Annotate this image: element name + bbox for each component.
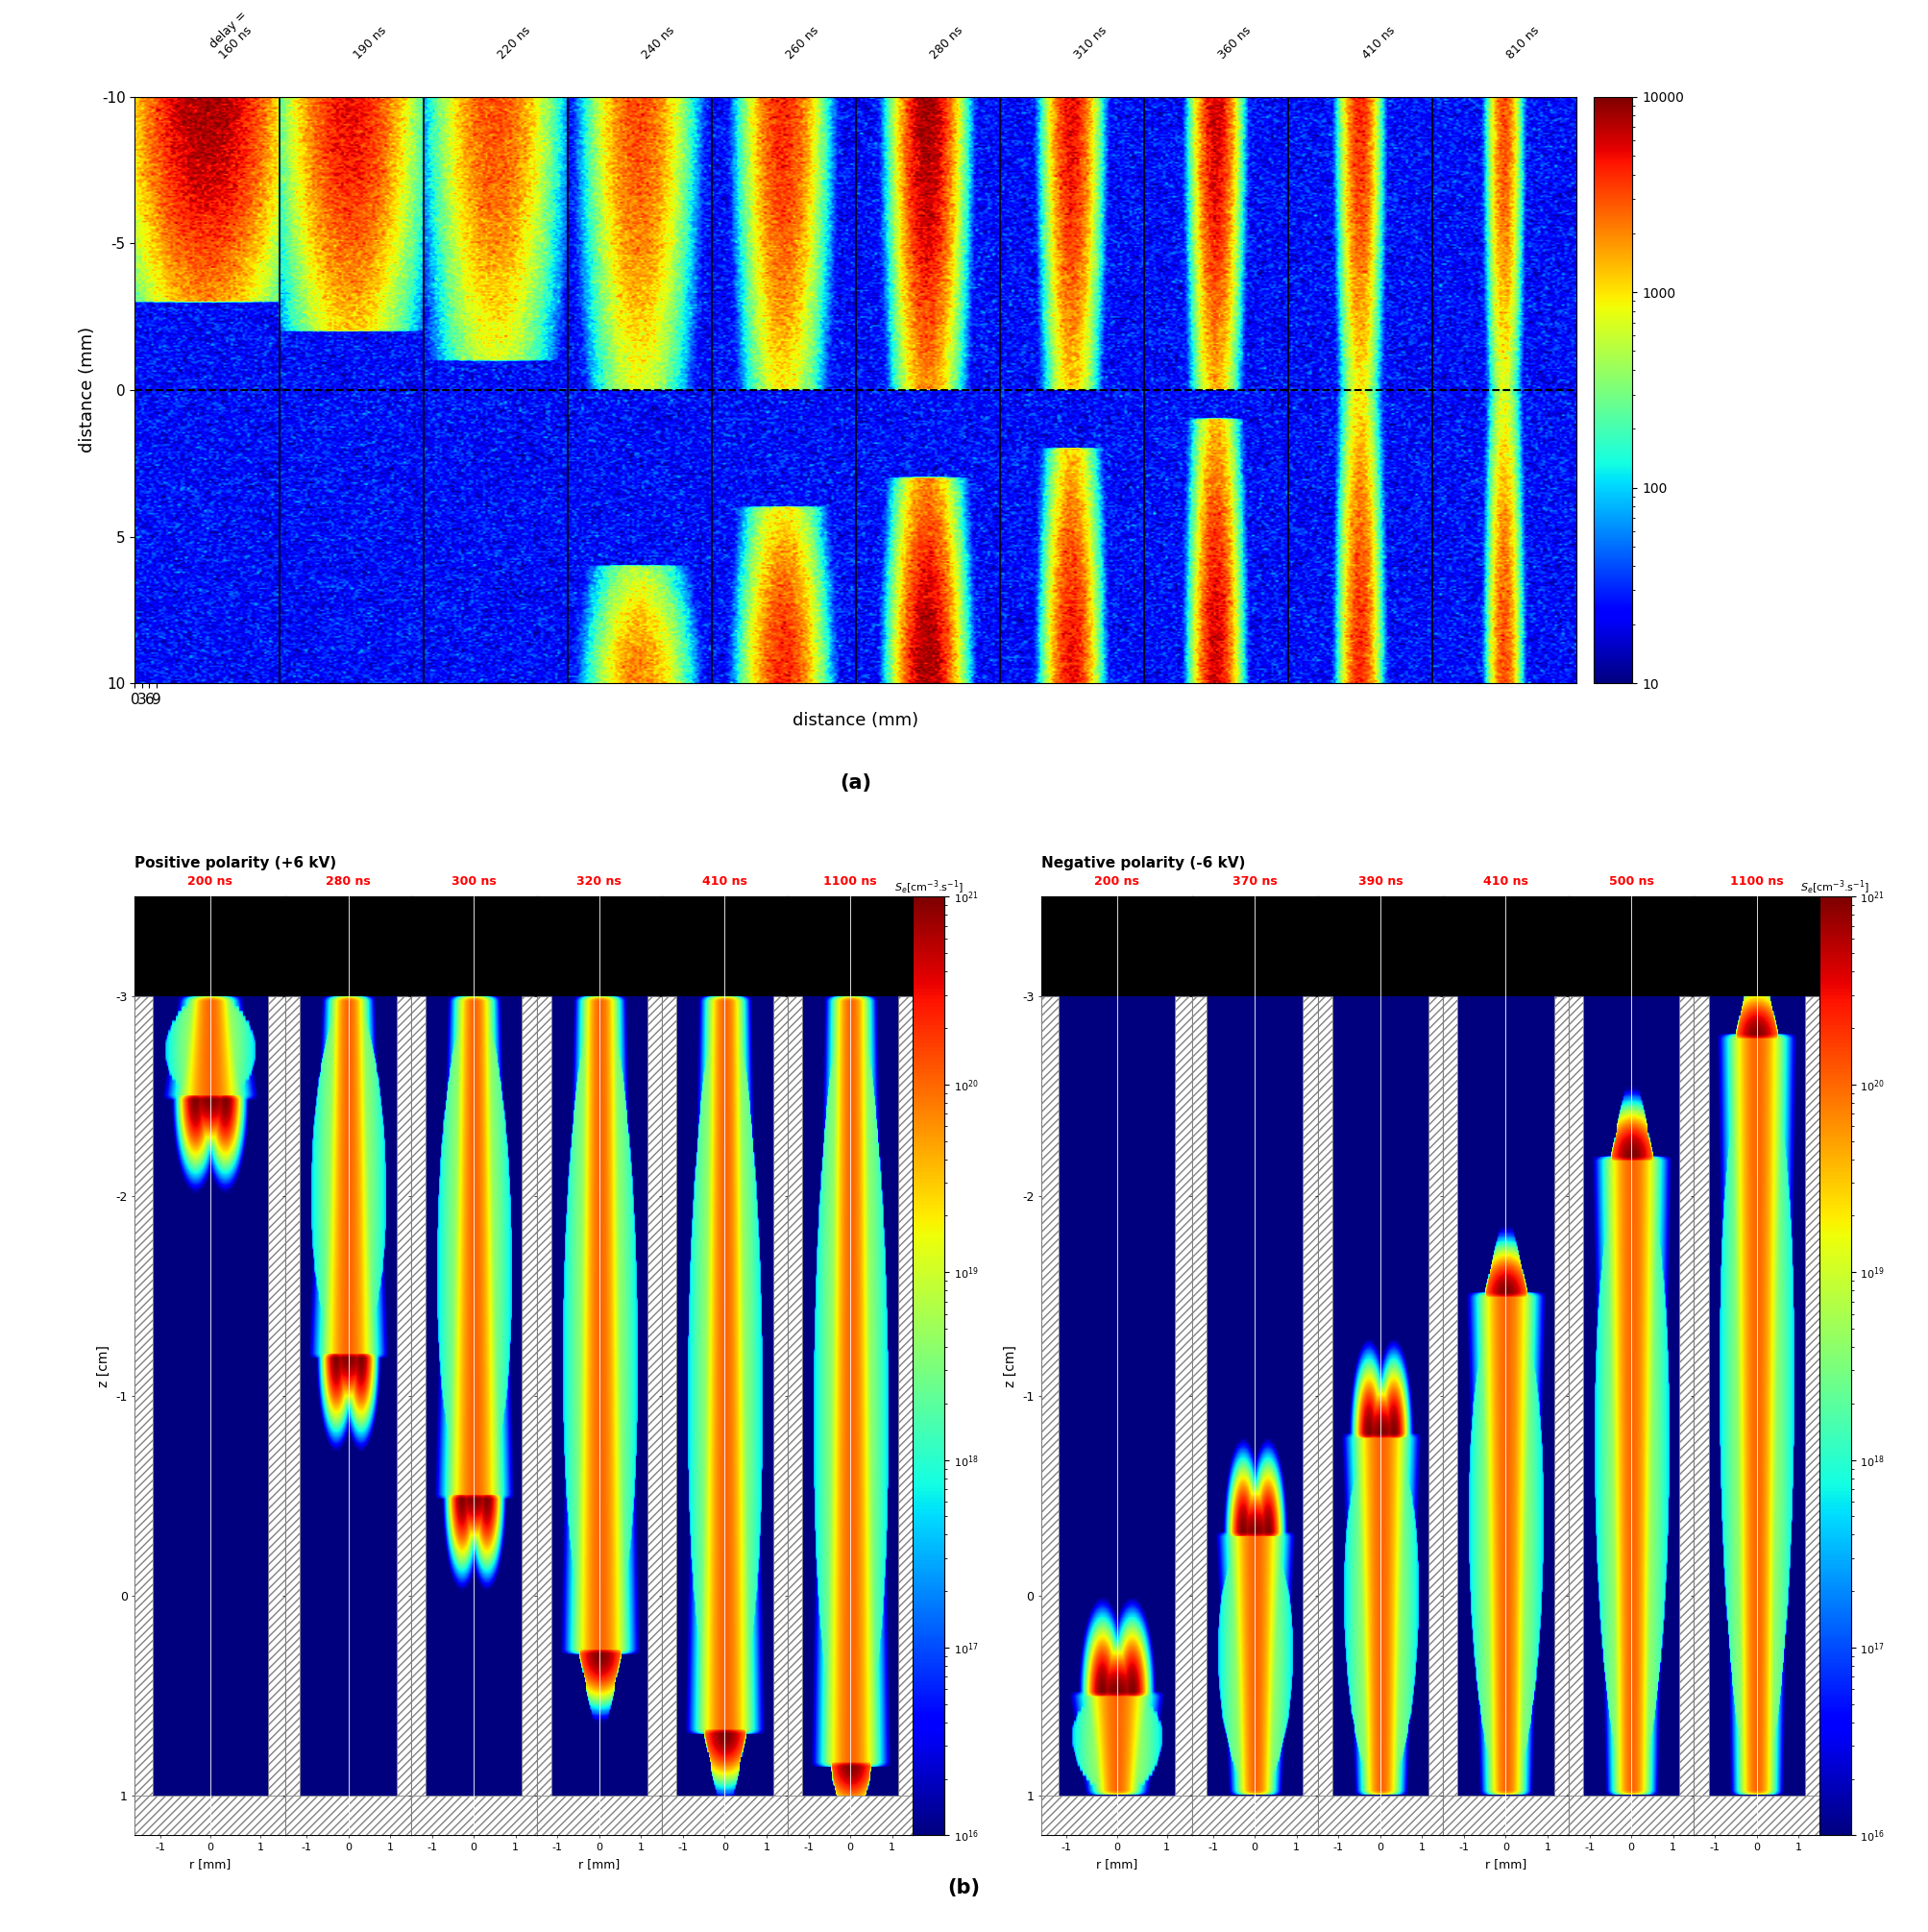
Bar [411,896,536,997]
Text: (a): (a) [841,773,871,792]
Bar [1695,896,1820,997]
Bar [1569,1795,1695,1835]
Bar [1442,1795,1569,1835]
Text: 280 ns: 280 ns [927,23,966,62]
X-axis label: r [mm]: r [mm] [1485,1859,1527,1870]
Text: 320 ns: 320 ns [576,875,621,887]
Text: 390 ns: 390 ns [1357,875,1404,887]
Text: 410 ns: 410 ns [1483,875,1529,887]
Text: 810 ns: 810 ns [1504,23,1542,62]
Text: 190 ns: 190 ns [351,23,389,62]
Bar [1317,1795,1442,1835]
Text: 280 ns: 280 ns [326,875,370,887]
Bar [411,1795,536,1835]
Bar [135,1795,285,1835]
Text: (b): (b) [949,1878,979,1897]
Bar [1192,997,1207,1795]
Bar [648,997,661,1795]
Title: $S_e$[cm$^{-3}$.s$^{-1}$]: $S_e$[cm$^{-3}$.s$^{-1}$] [1801,879,1870,896]
Text: Positive polarity (+6 kV): Positive polarity (+6 kV) [135,856,337,869]
X-axis label: distance (mm): distance (mm) [792,713,918,730]
Bar [661,1795,787,1835]
Bar [787,896,914,997]
Bar [285,997,301,1795]
Bar [1041,997,1058,1795]
Bar [1192,1795,1317,1835]
Text: 200 ns: 200 ns [187,875,233,887]
Text: 310 ns: 310 ns [1072,23,1109,62]
Bar [1429,997,1442,1795]
Bar [135,896,285,997]
Bar [1695,1795,1820,1835]
Bar [1041,1795,1192,1835]
Y-axis label: distance (mm): distance (mm) [79,327,96,452]
Y-axis label: z [cm]: z [cm] [96,1345,110,1387]
Bar [536,1795,661,1835]
Bar [1805,997,1820,1795]
X-axis label: r [mm]: r [mm] [578,1859,621,1870]
Text: delay =
160 ns: delay = 160 ns [206,10,260,62]
Bar [1317,997,1332,1795]
Bar [268,997,285,1795]
Text: 1100 ns: 1100 ns [823,875,877,887]
Text: Negative polarity (-6 kV): Negative polarity (-6 kV) [1041,856,1245,869]
Bar [661,896,787,997]
Bar [1317,896,1442,997]
Bar [135,997,152,1795]
Bar [1695,997,1708,1795]
Bar [898,997,914,1795]
Text: 240 ns: 240 ns [640,23,677,62]
Bar [1442,997,1458,1795]
Text: 410 ns: 410 ns [702,875,748,887]
Bar [1041,896,1192,997]
Bar [1303,997,1317,1795]
Bar [1679,997,1695,1795]
X-axis label: r [mm]: r [mm] [189,1859,231,1870]
Bar [1554,997,1569,1795]
Text: 370 ns: 370 ns [1232,875,1276,887]
Bar [1174,997,1192,1795]
Bar [411,997,426,1795]
Text: 360 ns: 360 ns [1217,23,1253,62]
Bar [773,997,787,1795]
Bar [397,997,411,1795]
Text: 260 ns: 260 ns [783,23,821,62]
Bar [1569,896,1695,997]
Text: 300 ns: 300 ns [451,875,495,887]
Text: 220 ns: 220 ns [495,23,532,62]
Bar [1442,896,1569,997]
Bar [1569,997,1583,1795]
Bar [285,1795,411,1835]
Bar [661,997,677,1795]
Bar [536,896,661,997]
Bar [536,997,551,1795]
Bar [522,997,536,1795]
Bar [285,896,411,997]
Y-axis label: z [cm]: z [cm] [1003,1345,1016,1387]
Bar [1192,896,1317,997]
Bar [787,997,802,1795]
Text: 1100 ns: 1100 ns [1729,875,1783,887]
Text: 410 ns: 410 ns [1359,23,1398,62]
Title: $S_e$[cm$^{-3}$.s$^{-1}$]: $S_e$[cm$^{-3}$.s$^{-1}$] [895,879,964,896]
Text: 200 ns: 200 ns [1095,875,1139,887]
Bar [787,1795,914,1835]
X-axis label: r [mm]: r [mm] [1095,1859,1138,1870]
Text: 500 ns: 500 ns [1608,875,1654,887]
